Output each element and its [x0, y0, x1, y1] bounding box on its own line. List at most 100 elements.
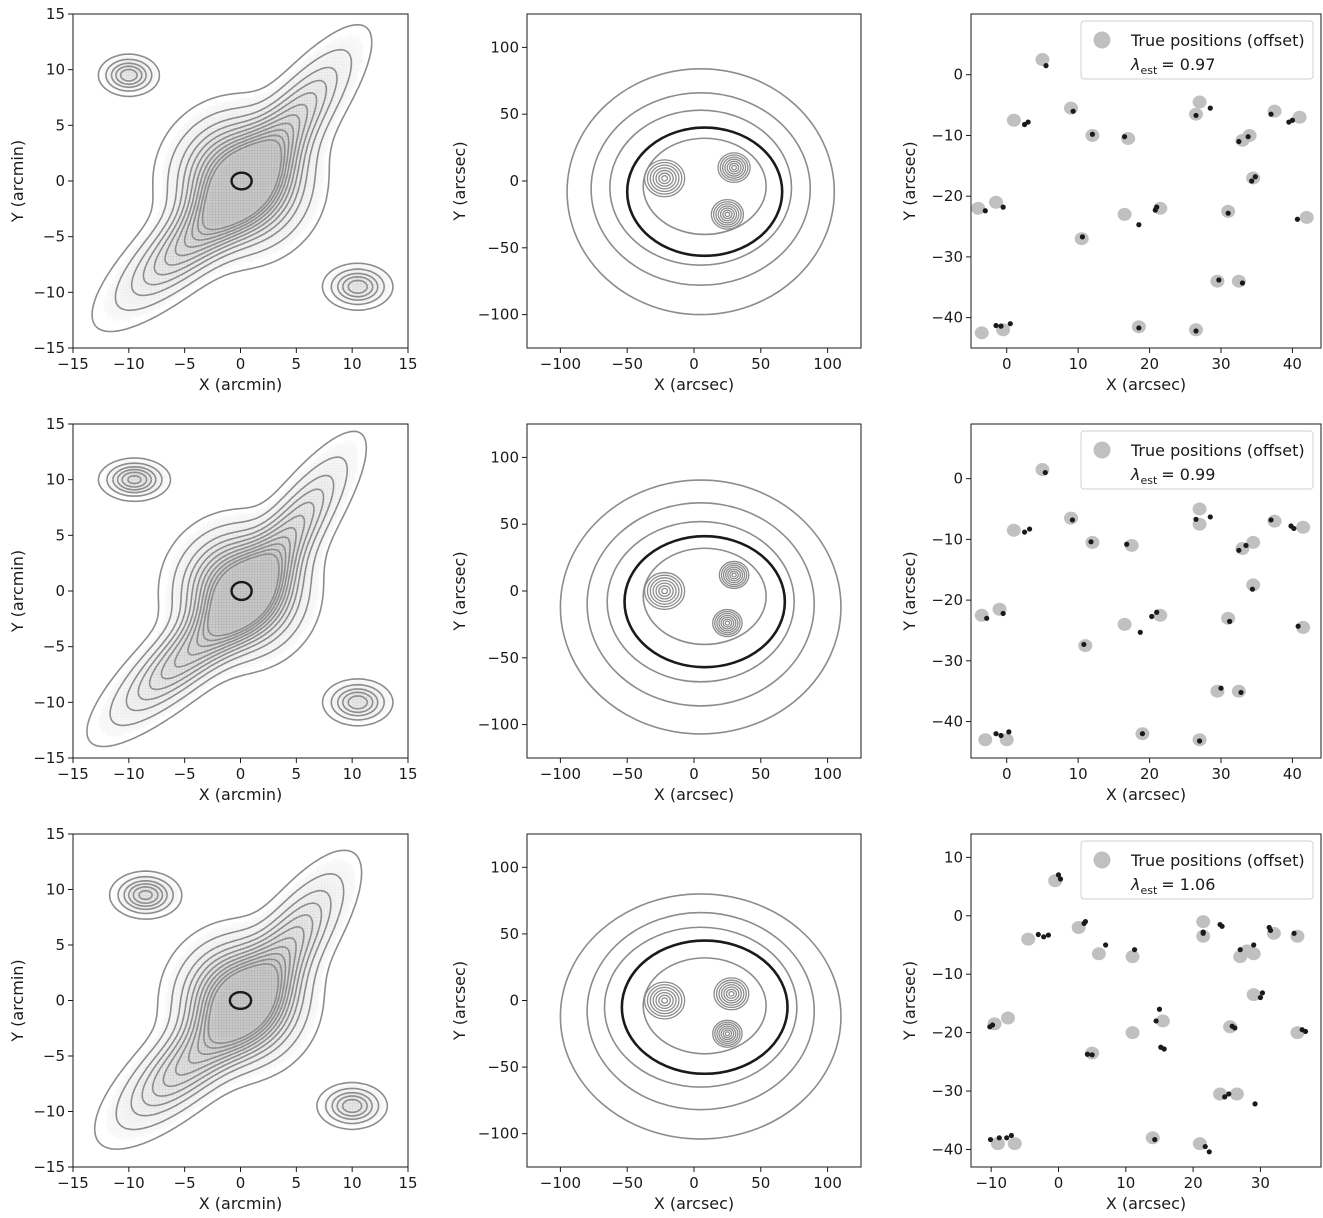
density-cell — [308, 189, 311, 192]
density-cell — [210, 203, 213, 206]
density-cell — [143, 262, 146, 265]
density-cell — [148, 287, 151, 290]
density-cell — [335, 45, 338, 48]
density-cell — [174, 259, 177, 262]
density-cell — [213, 134, 216, 137]
density-cell — [107, 727, 110, 730]
density-cell — [179, 256, 182, 259]
density-cell — [302, 72, 305, 75]
density-cell — [137, 287, 140, 290]
density-cell — [154, 72, 157, 75]
density-cell — [140, 309, 143, 312]
density-cell — [215, 223, 218, 226]
density-cell — [229, 203, 232, 206]
estimated-position-marker — [1090, 132, 1095, 137]
density-cell — [355, 75, 358, 78]
density-cell — [319, 86, 322, 89]
density-cell — [280, 142, 283, 145]
density-cell — [165, 159, 168, 162]
density-cell — [221, 170, 224, 173]
density-cell — [299, 111, 302, 114]
density-cell — [235, 100, 238, 103]
density-cell — [355, 72, 358, 75]
density-cell — [319, 100, 322, 103]
estimated-position-marker — [1071, 109, 1076, 114]
density-cell — [352, 39, 355, 42]
density-cell — [294, 70, 297, 73]
density-cell — [299, 109, 302, 112]
density-cell — [146, 270, 149, 273]
density-cell — [260, 178, 263, 181]
density-cell — [316, 53, 319, 56]
density-cell — [176, 136, 179, 139]
density-cell — [327, 78, 330, 81]
density-cell — [246, 203, 249, 206]
density-cell — [252, 187, 255, 190]
density-cell — [148, 265, 151, 268]
density-cell — [355, 70, 358, 73]
density-cell — [134, 259, 137, 262]
density-cell — [204, 270, 207, 273]
density-cell — [252, 198, 255, 201]
density-cell — [218, 223, 221, 226]
density-cell — [344, 267, 347, 270]
density-cell — [268, 167, 271, 170]
density-cell — [160, 200, 163, 203]
density-cell — [193, 284, 196, 287]
density-cell — [310, 106, 313, 109]
y-tick-label: 0 — [953, 66, 963, 84]
density-cell — [165, 267, 168, 270]
density-cell — [344, 100, 347, 103]
density-cell — [333, 72, 336, 75]
density-cell — [118, 309, 121, 312]
density-cell — [241, 100, 244, 103]
density-cell — [154, 278, 157, 281]
density-cell — [271, 142, 274, 145]
density-cell — [160, 303, 163, 306]
density-cell — [112, 278, 115, 281]
density-cell — [224, 111, 227, 114]
density-cell — [327, 131, 330, 134]
density-cell — [190, 248, 193, 251]
density-cell — [215, 117, 218, 120]
density-cell — [266, 164, 269, 167]
density-cell — [148, 228, 151, 231]
density-cell — [140, 253, 143, 256]
density-cell — [274, 164, 277, 167]
density-cell — [302, 181, 305, 184]
density-cell — [260, 145, 263, 148]
density-cell — [294, 237, 297, 240]
density-cell — [341, 70, 344, 73]
density-cell — [246, 164, 249, 167]
density-cell — [338, 78, 341, 81]
density-cell — [375, 301, 378, 304]
density-cell — [355, 39, 358, 42]
density-cell — [132, 75, 135, 78]
density-cell — [221, 214, 224, 217]
density-cell — [316, 50, 319, 53]
density-cell — [319, 187, 322, 190]
density-cell — [154, 276, 157, 279]
density-cell — [123, 259, 126, 262]
density-cell — [201, 134, 204, 137]
density-cell — [344, 287, 347, 290]
density-cell — [112, 284, 115, 287]
density-cell — [333, 64, 336, 67]
estimated-position-marker — [1246, 134, 1251, 139]
density-cell — [302, 226, 305, 229]
density-cell — [299, 98, 302, 101]
density-cell — [268, 231, 271, 234]
density-cell — [179, 239, 182, 242]
density-cell — [232, 164, 235, 167]
density-cell — [227, 159, 230, 162]
density-cell — [227, 256, 230, 259]
density-cell — [213, 181, 216, 184]
density-cell — [321, 153, 324, 156]
density-cell — [321, 86, 324, 89]
density-cell — [134, 262, 137, 265]
density-cell — [316, 189, 319, 192]
density-cell — [143, 245, 146, 248]
density-cell — [319, 117, 322, 120]
density-cell — [260, 189, 263, 192]
density-cell — [168, 253, 171, 256]
